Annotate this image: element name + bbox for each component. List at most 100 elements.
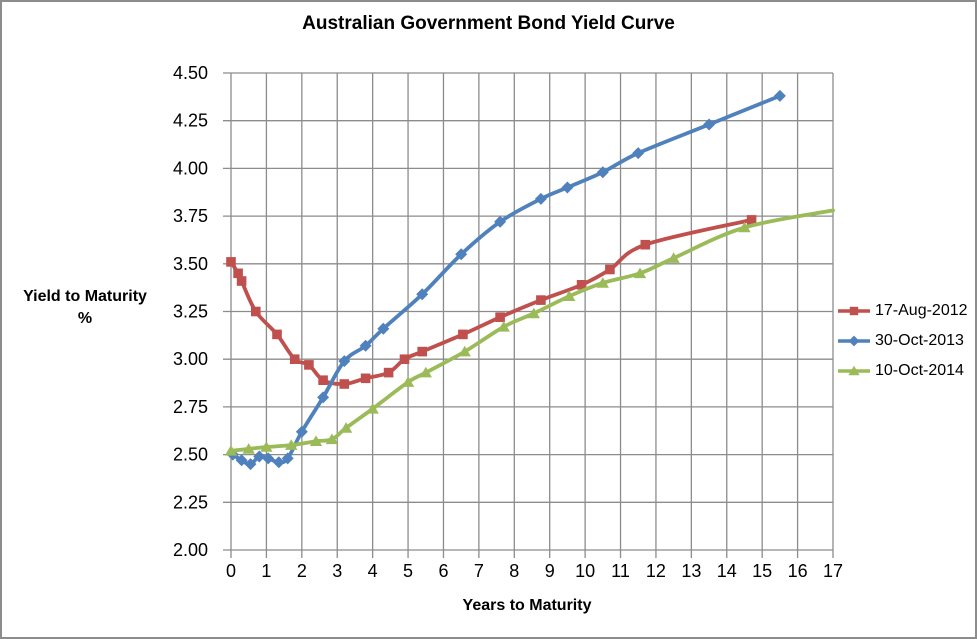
square-marker-icon [318, 375, 328, 385]
triangle-marker-icon [633, 267, 647, 279]
legend-swatch [838, 365, 870, 376]
triangle-marker-icon [563, 290, 576, 301]
y-tick-label: 3.00 [173, 349, 208, 369]
diamond-marker-icon [494, 215, 507, 228]
legend-swatch [838, 306, 870, 316]
square-marker-icon [251, 306, 261, 317]
x-tick-label: 3 [332, 561, 342, 581]
square-marker-icon [304, 360, 314, 370]
series-10-Oct-2014 [224, 208, 835, 456]
x-tick-label: 17 [823, 561, 843, 581]
square-marker-icon [605, 264, 615, 275]
gridlines [223, 72, 834, 558]
square-marker-icon [576, 280, 587, 290]
diamond-marker-icon [416, 288, 429, 301]
legend: 17-Aug-2012 30-Oct-2013 10-Oct-2014 [838, 296, 968, 386]
diamond-marker-icon [848, 335, 860, 347]
chart-title: Australian Government Bond Yield Curve [302, 13, 675, 34]
x-tick-label: 2 [297, 561, 307, 581]
triangle-marker-icon [309, 435, 323, 446]
diamond-marker-icon [338, 355, 351, 368]
y-tick-label: 3.25 [173, 302, 208, 322]
x-tick-label: 6 [438, 561, 448, 581]
y-tick-label: 2.25 [173, 492, 208, 512]
x-tick-label: 0 [226, 561, 236, 581]
square-marker-icon [226, 257, 236, 267]
x-axis-tick-labels: 0 1 2 3 4 5 6 7 8 9 10 11 12 13 14 15 16 17 [226, 561, 843, 581]
x-tick-label: 11 [611, 561, 630, 581]
square-marker-icon [746, 215, 757, 225]
y-tick-label: 4.25 [173, 111, 208, 131]
square-marker-icon [458, 329, 468, 340]
triangle-marker-icon [242, 443, 255, 454]
y-tick-label: 2.75 [173, 397, 208, 417]
triangle-marker-icon [527, 307, 540, 319]
y-tick-label: 2.00 [173, 540, 208, 560]
x-tick-label: 13 [681, 561, 701, 581]
diamond-marker-icon [244, 458, 257, 471]
diamond-marker-icon [455, 248, 468, 261]
triangle-marker-icon [738, 221, 751, 233]
square-marker-icon [360, 373, 371, 384]
diamond-marker-icon [295, 425, 308, 438]
x-tick-label: 1 [261, 561, 271, 581]
triangle-marker-icon [401, 376, 415, 387]
y-tick-label: 4.50 [173, 63, 208, 83]
triangle-marker-icon [458, 345, 471, 357]
series-30-Oct-2013 [226, 89, 786, 471]
diamond-marker-icon [534, 192, 547, 205]
x-tick-label: 4 [368, 561, 378, 581]
diamond-marker-icon [262, 452, 275, 465]
x-tick-label: 15 [752, 561, 772, 581]
square-marker-icon [383, 367, 394, 378]
triangle-marker-icon [497, 321, 510, 332]
legend-label: 10-Oct-2014 [875, 362, 964, 379]
diamond-marker-icon [317, 391, 330, 404]
diamond-marker-icon [561, 181, 574, 194]
x-tick-label: 7 [474, 561, 484, 581]
y-axis-title-unit: % [77, 310, 93, 327]
square-marker-icon [495, 312, 505, 322]
diamond-marker-icon [377, 322, 390, 335]
square-marker-icon [417, 346, 427, 357]
diamond-marker-icon [596, 166, 609, 179]
series-17-Aug-2012 [226, 215, 757, 389]
triangle-marker-icon [224, 445, 238, 456]
series-line [230, 94, 782, 467]
x-axis-title: Years to Maturity [462, 597, 592, 614]
legend-item-17-Aug-2012: 17-Aug-2012 [838, 296, 968, 326]
square-marker-icon [640, 239, 651, 250]
y-tick-label: 3.75 [173, 206, 208, 226]
y-axis-title-text: Yield to Maturity [23, 288, 147, 305]
triangle-marker-icon [339, 422, 353, 433]
legend-label: 30-Oct-2013 [875, 332, 964, 349]
diamond-marker-icon [703, 118, 716, 131]
diamond-marker-icon [272, 456, 285, 469]
x-tick-label: 12 [646, 561, 666, 581]
square-marker-icon [399, 354, 410, 364]
diamond-marker-icon [632, 147, 645, 160]
triangle-marker-icon [260, 441, 273, 452]
square-marker-icon [236, 276, 247, 286]
triangle-marker-icon [848, 365, 860, 376]
triangle-marker-icon [667, 252, 680, 263]
square-marker-icon [339, 379, 350, 389]
legend-item-10-Oct-2014: 10-Oct-2014 [838, 356, 968, 386]
x-tick-label: 10 [575, 561, 595, 581]
legend-swatch [838, 335, 870, 347]
legend-label: 17-Aug-2012 [875, 302, 968, 319]
y-axis-tick-labels: 4.50 4.25 4.00 3.75 3.50 3.25 3.00 2.75 2.50 2.25… [173, 63, 208, 560]
series-line [229, 208, 835, 453]
diamond-marker-icon [281, 452, 294, 465]
y-axis-title: Yield to Maturity % [4, 286, 166, 330]
x-tick-label: 16 [788, 561, 808, 581]
diamond-marker-icon [359, 339, 372, 352]
triangle-marker-icon [325, 433, 339, 445]
x-tick-label: 9 [545, 561, 555, 581]
square-marker-icon [233, 268, 243, 279]
legend-item-30-Oct-2013: 30-Oct-2013 [838, 326, 968, 356]
x-tick-label: 5 [403, 561, 413, 581]
triangle-marker-icon [419, 366, 432, 378]
